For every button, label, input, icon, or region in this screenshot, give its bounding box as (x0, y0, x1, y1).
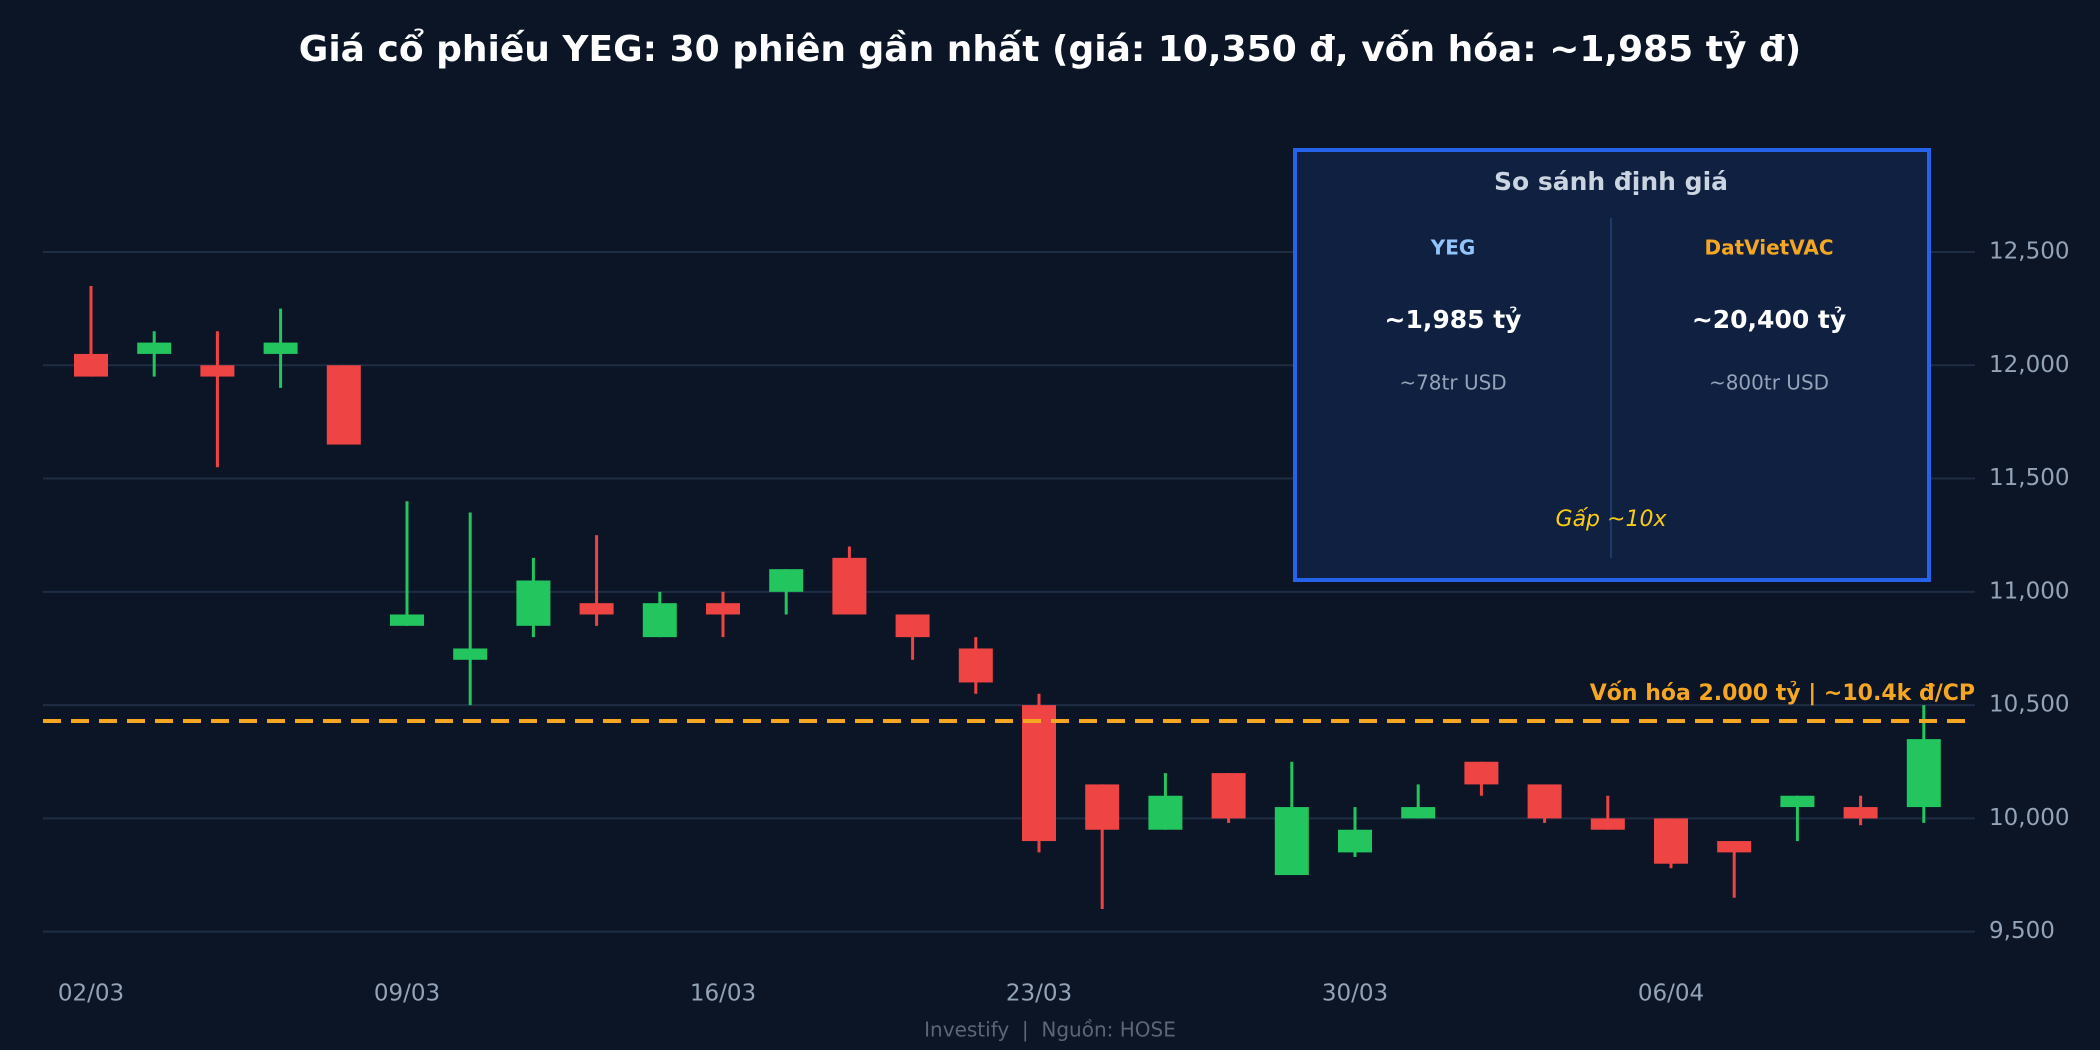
inset-column-name: DatVietVAC (1704, 236, 1833, 260)
candle-body (516, 580, 551, 626)
candle-body (1148, 795, 1183, 830)
candle-body (137, 342, 172, 354)
candle-body (1780, 795, 1815, 808)
inset-title: So sánh định giá (1494, 167, 1728, 196)
y-tick-label: 10,500 (1989, 692, 2069, 718)
candle-body (263, 342, 298, 354)
candle-body (1338, 829, 1372, 853)
candle-body (1464, 761, 1499, 785)
x-tick-label: 16/03 (690, 981, 756, 1007)
y-tick-label: 11,000 (1989, 578, 2069, 604)
candle-body (1654, 818, 1688, 864)
x-tick-label: 06/04 (1638, 981, 1704, 1007)
candle-body (1211, 773, 1246, 819)
candle-body (1717, 841, 1752, 853)
candle-body (1022, 705, 1056, 842)
x-tick-label: 23/03 (1006, 981, 1072, 1007)
candle-body (706, 603, 740, 615)
x-tick-label: 09/03 (374, 981, 440, 1007)
inset-usd: ~78tr USD (1399, 371, 1506, 395)
candle-body (642, 603, 677, 638)
reference-label: Vốn hóa 2.000 tỷ | ~10.4k đ/CP (1590, 681, 1975, 706)
candle-body (769, 569, 804, 592)
candle-body (1590, 818, 1625, 830)
chart-title: Giá cổ phiếu YEG: 30 phiên gần nhất (giá… (299, 28, 1801, 70)
candle-body (200, 365, 235, 377)
inset-column-name: YEG (1430, 236, 1476, 260)
candle-body (390, 614, 424, 626)
candle-body (453, 648, 488, 660)
candle-body (832, 557, 867, 615)
y-tick-label: 12,000 (1989, 352, 2069, 378)
inset-note: Gấp ~10x (1556, 507, 1668, 532)
y-tick-label: 11,500 (1989, 465, 2069, 491)
y-tick-label: 10,000 (1989, 805, 2069, 831)
candle-body (1085, 784, 1120, 830)
candle-body (895, 614, 930, 638)
candle-body (1401, 807, 1436, 819)
candle-body (579, 603, 614, 615)
candle-body (326, 365, 361, 445)
inset-value: ~20,400 tỷ (1692, 305, 1846, 334)
candle-body (1906, 739, 1941, 808)
plot-area: 9,500 10,000 10,500 11,000 11,500 12,000 12,50… (43, 238, 2069, 1007)
candle-body (1527, 784, 1562, 819)
x-tick-label: 30/03 (1322, 981, 1388, 1007)
inset-usd: ~800tr USD (1709, 371, 1829, 395)
candle-body (1274, 807, 1309, 876)
candle-body (1843, 807, 1878, 819)
y-tick-label: 12,500 (1989, 238, 2069, 264)
candle-body (74, 353, 108, 377)
footer: Investify | Nguồn: HOSE (924, 1018, 1176, 1042)
y-tick-label: 9,500 (1989, 918, 2055, 944)
inset-box: So sánh định giá YEG ~1,985 tỷ ~78tr USD… (1293, 148, 1931, 582)
x-tick-label: 02/03 (58, 981, 124, 1007)
candle-body (958, 648, 993, 683)
inset-value: ~1,985 tỷ (1385, 305, 1522, 334)
